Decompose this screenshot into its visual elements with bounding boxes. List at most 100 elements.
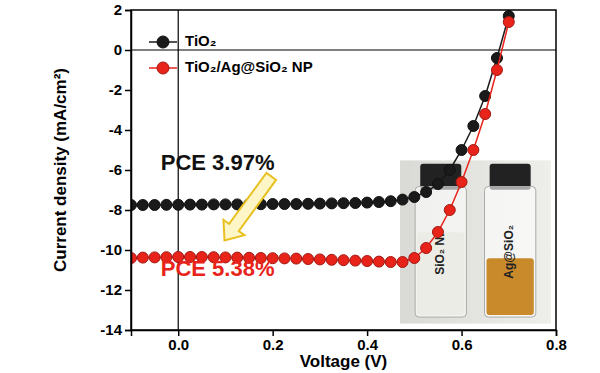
series-marker [208,199,219,210]
x-tick: 0.8 [546,330,567,353]
arrow-shape [214,169,282,248]
series-marker [137,252,148,263]
y-tick-mark [125,330,131,332]
series-marker [173,199,184,210]
zero-line-y [131,49,556,50]
x-tick-label: 0.8 [546,336,567,353]
vial [485,187,536,318]
y-tick: -4 [109,121,131,138]
y-tick: -12 [100,281,131,298]
legend-entry: TiO₂/Ag@SiO₂ NP [149,58,313,75]
photo-background [400,160,551,323]
series-marker [149,200,160,211]
series-marker [503,17,514,28]
series-line [131,22,509,262]
series-marker [409,253,420,264]
y-tick-mark [125,10,131,12]
series-marker [338,255,349,266]
series-marker [350,198,361,209]
series-marker [444,165,455,176]
series-marker [373,256,384,267]
x-tick: 0.6 [452,330,473,353]
y-tick: -2 [109,81,131,98]
y-tick: -8 [109,201,131,218]
annotation: PCE 3.97% [161,150,275,175]
series-marker [432,227,443,238]
y-tick-label: 2 [114,1,122,18]
y-tick-label: -12 [100,281,122,298]
series-marker [456,145,467,156]
x-tick-label: 0.2 [263,336,284,353]
y-tick-mark [125,170,131,172]
series-marker [314,254,325,265]
series-marker [326,254,337,265]
series-marker [444,205,455,216]
series-marker [303,198,314,209]
series-marker [279,253,290,264]
series-marker [385,196,396,207]
inset-photo: SiO₂ NPAg@SiO₂ [400,160,551,323]
series-marker [267,199,278,210]
y-tick-mark [125,250,131,252]
series-marker [185,199,196,210]
x-axis: 0.0 0.2 0.4 0.6 0.8 [132,330,567,353]
series-marker [468,121,479,132]
series-marker [149,252,160,263]
series-marker [456,177,467,188]
plot: SiO₂ NPAg@SiO₂ 0.0 0.2 0.4 0.6 0.8 -14 -12 -10 -8… [100,1,567,352]
series-marker [196,199,207,210]
y-tick: 2 [114,1,131,18]
y-tick: -14 [100,321,131,338]
legend-entry: TiO₂ [149,32,216,49]
series-marker [373,197,384,208]
series-marker [137,200,148,211]
x-axis-title: Voltage (V) [300,352,388,371]
plot-frame [131,10,556,330]
x-tick: 0.2 [263,330,284,353]
legend-label: TiO₂/Ag@SiO₂ NP [185,58,313,75]
y-axis: -14 -12 -10 -8 -6 -4 -2 0 2 [100,1,131,338]
y-tick: -10 [100,241,131,258]
series-marker [397,257,408,268]
y-tick-label: -2 [109,81,122,98]
y-tick-mark [125,50,131,52]
y-tick-label: 0 [114,41,122,58]
y-tick-label: -8 [109,201,122,218]
series-marker [314,198,325,209]
y-tick-label: -14 [100,321,122,338]
series-marker [421,187,432,198]
x-tick-label: 0.4 [357,336,379,353]
series-marker [326,198,337,209]
x-tick: 0.0 [168,330,189,353]
y-axis-line [125,11,132,331]
series-marker [491,65,502,76]
y-tick: -6 [109,161,131,178]
y-tick-mark [125,210,131,212]
series-marker [421,243,432,254]
series-marker [291,199,302,210]
y-tick-mark [125,90,131,92]
x-tick: 0.4 [357,330,379,353]
series-marker [409,192,420,203]
chart: SiO₂ NPAg@SiO₂ 0.0 0.2 0.4 0.6 0.8 -14 -12 -10 -8… [0,0,600,373]
series-marker [362,197,373,208]
legend-marker [157,62,169,74]
legend: TiO₂ TiO₂/Ag@SiO₂ NP [149,32,313,75]
vial-cap [490,164,531,190]
x-tick-label: 0.0 [168,336,189,353]
vial-cap [420,164,461,190]
series-marker [397,194,408,205]
series-marker [480,109,491,120]
y-tick-mark [125,130,131,132]
series-marker [303,254,314,265]
annotation: PCE 5.38% [161,256,275,281]
inset-label: Ag@SiO₂ [502,225,516,279]
x-axis-line [132,331,557,337]
series-marker [362,256,373,267]
y-tick-label: -6 [109,161,122,178]
y-tick: 0 [114,41,131,58]
arrow [214,169,282,248]
legend-marker [157,36,169,48]
series-marker [350,255,361,266]
y-tick-label: -10 [100,241,122,258]
